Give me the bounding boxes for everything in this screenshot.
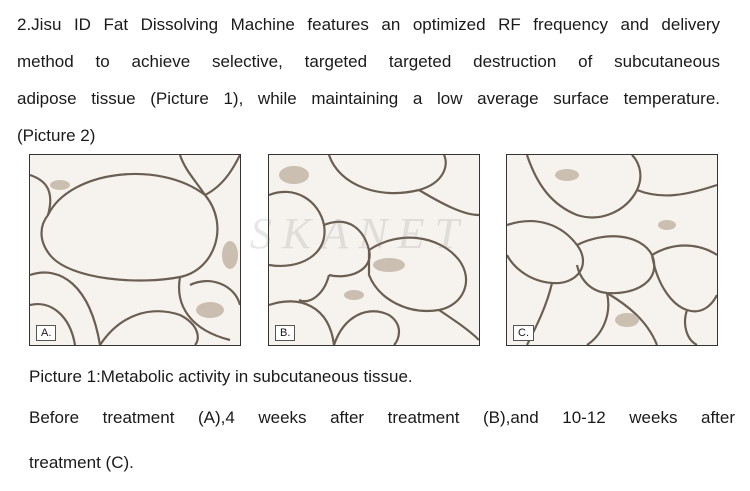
panel-label-b: B. bbox=[275, 325, 296, 341]
intro-line-3: adipose tissue (Picture 1), while mainta… bbox=[17, 89, 720, 108]
tissue-image-c: C. bbox=[506, 154, 718, 346]
caption-line-1: Picture 1:Metabolic activity in subcutan… bbox=[29, 367, 413, 386]
watermark-logo: SKANET bbox=[250, 209, 469, 258]
tissue-image-a: A. bbox=[29, 154, 241, 346]
panel-label-a: A. bbox=[36, 325, 57, 341]
caption-line-3: treatment (C). bbox=[29, 453, 134, 472]
caption-line-2: Before treatment (A),4 weeks after treat… bbox=[29, 408, 735, 427]
intro-line-4: (Picture 2) bbox=[17, 126, 96, 145]
panel-label-c: C. bbox=[513, 325, 534, 341]
intro-line-2: method to achieve selective, targeted ta… bbox=[17, 52, 720, 71]
intro-line-1: 2.Jisu ID Fat Dissolving Machine feature… bbox=[17, 15, 720, 34]
intro-paragraph: 2.Jisu ID Fat Dissolving Machine feature… bbox=[17, 6, 720, 154]
tissue-image-b: B. bbox=[268, 154, 480, 346]
